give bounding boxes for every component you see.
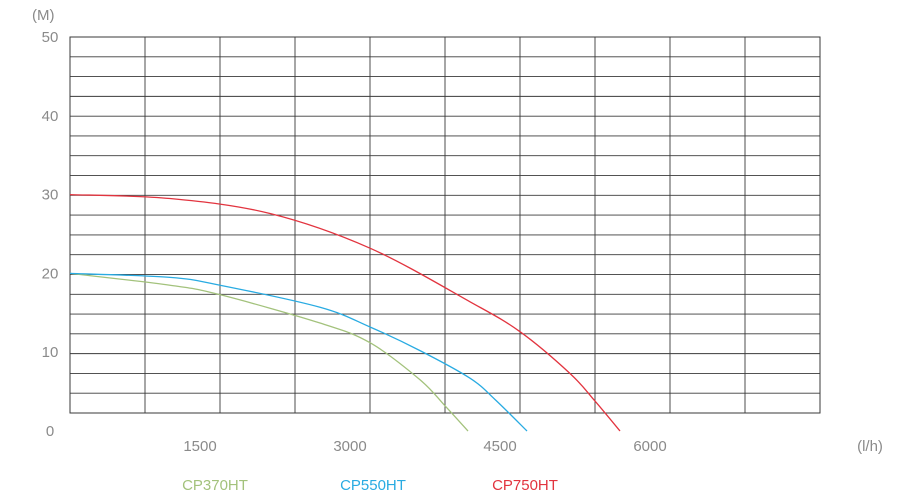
y-tick-label: 20 bbox=[42, 265, 59, 282]
curves bbox=[69, 193, 621, 432]
x-tick-label: 1500 bbox=[183, 438, 216, 455]
y-tick-labels: 0 10 20 30 40 50 bbox=[42, 29, 59, 440]
legend-entry-CP750HT: CP750HT bbox=[492, 477, 558, 494]
y-tick-label: 50 bbox=[42, 29, 59, 46]
y-tick-label: 40 bbox=[42, 108, 59, 125]
series-line-CP750HT bbox=[69, 193, 621, 432]
series-line-CP370HT bbox=[69, 272, 469, 432]
y-tick-label: 30 bbox=[42, 187, 59, 204]
legend-entry-CP550HT: CP550HT bbox=[340, 477, 406, 494]
x-tick-label: 4500 bbox=[483, 438, 516, 455]
x-tick-label: 6000 bbox=[633, 438, 666, 455]
y-tick-label: 0 bbox=[46, 423, 54, 440]
x-tick-labels: 1500 3000 4500 6000 bbox=[183, 438, 666, 455]
x-axis-label: (l/h) bbox=[857, 438, 883, 455]
legend: CP370HT CP550HT CP750HT bbox=[182, 477, 558, 494]
grid bbox=[69, 36, 821, 414]
y-axis-label: (M) bbox=[32, 7, 55, 24]
legend-entry-CP370HT: CP370HT bbox=[182, 477, 248, 494]
series-line-CP550HT bbox=[69, 272, 528, 432]
x-tick-label: 3000 bbox=[333, 438, 366, 455]
y-tick-label: 10 bbox=[42, 344, 59, 361]
